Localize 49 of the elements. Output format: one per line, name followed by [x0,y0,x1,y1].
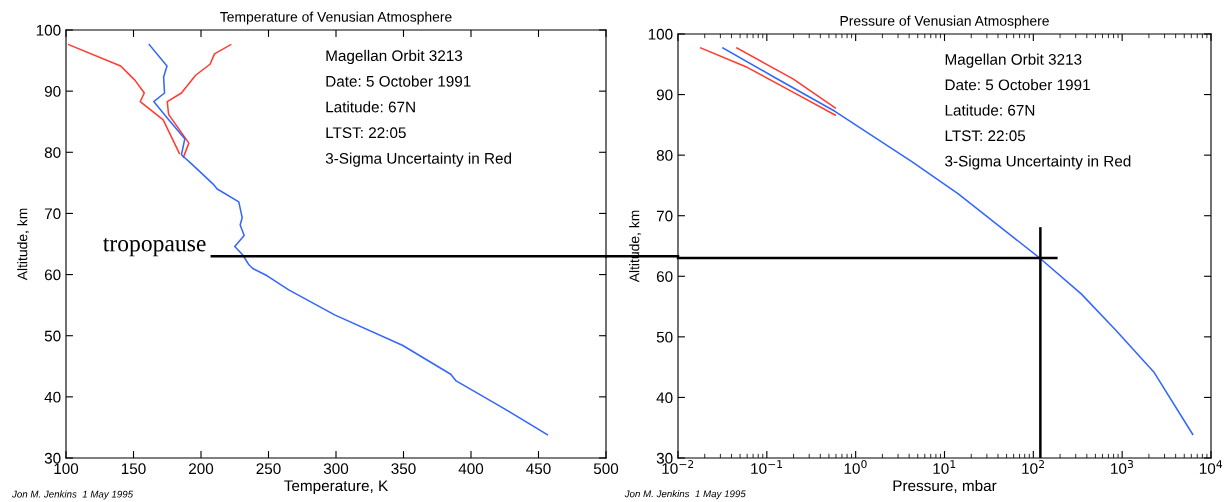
annotation: Date: 5 October 1991 [945,79,1090,91]
y-tick-label: 40 [656,392,673,404]
x-axis-title: Temperature, K [284,480,389,495]
annotation: Magellan Orbit 3213 [945,53,1082,68]
x-tick-label: 100 [54,463,79,475]
y-axis-title: Altitude, km [629,210,641,283]
annotation: LTST: 22:05 [326,127,406,139]
annotation: Latitude: 67N [945,104,1035,116]
y-tick-label: 70 [44,208,61,220]
x-tick-label: 500 [593,463,619,475]
x-tick-label: 400 [458,463,484,475]
x-tick-label: 10$^{3}$ [1111,460,1134,474]
x-tick-label: 10$^{2}$ [1022,460,1044,474]
text: Jon M. Jenkins 1 May 1995 [11,490,134,500]
x-tick-label: 10$^{4}$ [1199,460,1223,474]
annotation: Latitude: 67N [326,101,415,113]
y-tick-label: 60 [44,269,61,281]
annotation: 3-Sigma Uncertainty in Red [945,155,1131,170]
x-tick-label: 10$^{1}$ [933,460,956,474]
x-tick-label: 450 [526,463,551,475]
y-tick-label: 30 [44,452,61,464]
y-tick-label: 90 [44,86,61,97]
y-tick-label: 100 [648,28,673,40]
y-tick-label: 60 [656,271,673,282]
x-tick-label: 250 [256,463,281,475]
chart-title: Pressure of Venusian Atmosphere [840,15,1049,29]
y-tick-label: 80 [656,150,673,161]
annotation: LTST: 22:05 [945,130,1026,142]
annotation: Date: 5 October 1991 [326,75,471,87]
x-axis-title: Pressure, mbar [893,479,997,493]
x-tick-label: 10$^{−1}$ [751,460,783,474]
y-tick-label: 40 [44,391,61,403]
x-tick-label: 10$^{0}$ [844,460,867,474]
y-tick-label: 50 [656,331,673,343]
x-tick-label: 200 [189,463,214,475]
y-tick-label: 100 [36,24,61,36]
y-tick-label: 70 [656,210,673,222]
y-tick-label: 90 [656,89,673,101]
x-tick-label: 350 [391,463,416,475]
x-tick-label: 300 [323,463,349,475]
y-tick-label: 50 [44,330,61,342]
y-tick-label: 80 [44,147,61,158]
chart-title: Temperature of Venusian Atmosphere [220,11,452,25]
ref-line-label: tropopause [103,237,206,257]
y-axis-title: Altitude, km [17,208,29,281]
text: Jon M. Jenkins 1 May 1995 [624,490,746,500]
annotation: 3-Sigma Uncertainty in Red [325,152,512,167]
x-tick-label: 150 [121,463,146,475]
annotation: Magellan Orbit 3213 [326,49,463,65]
